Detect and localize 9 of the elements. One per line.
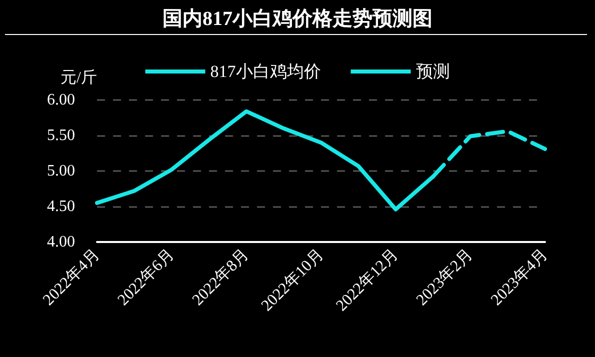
y-tick-label: 4.00 xyxy=(47,234,75,250)
y-tick-label: 5.50 xyxy=(47,127,75,144)
legend-label: 817小白鸡均价 xyxy=(210,62,321,81)
y-axis-title: 元/斤 xyxy=(60,68,97,86)
chart-title: 国内817小白鸡价格走势预测图 xyxy=(162,8,432,30)
y-tick-label: 5.00 xyxy=(47,162,75,180)
y-tick-label: 4.50 xyxy=(47,198,75,215)
legend-label: 预测 xyxy=(416,62,450,81)
y-tick-label: 6.00 xyxy=(47,92,75,108)
